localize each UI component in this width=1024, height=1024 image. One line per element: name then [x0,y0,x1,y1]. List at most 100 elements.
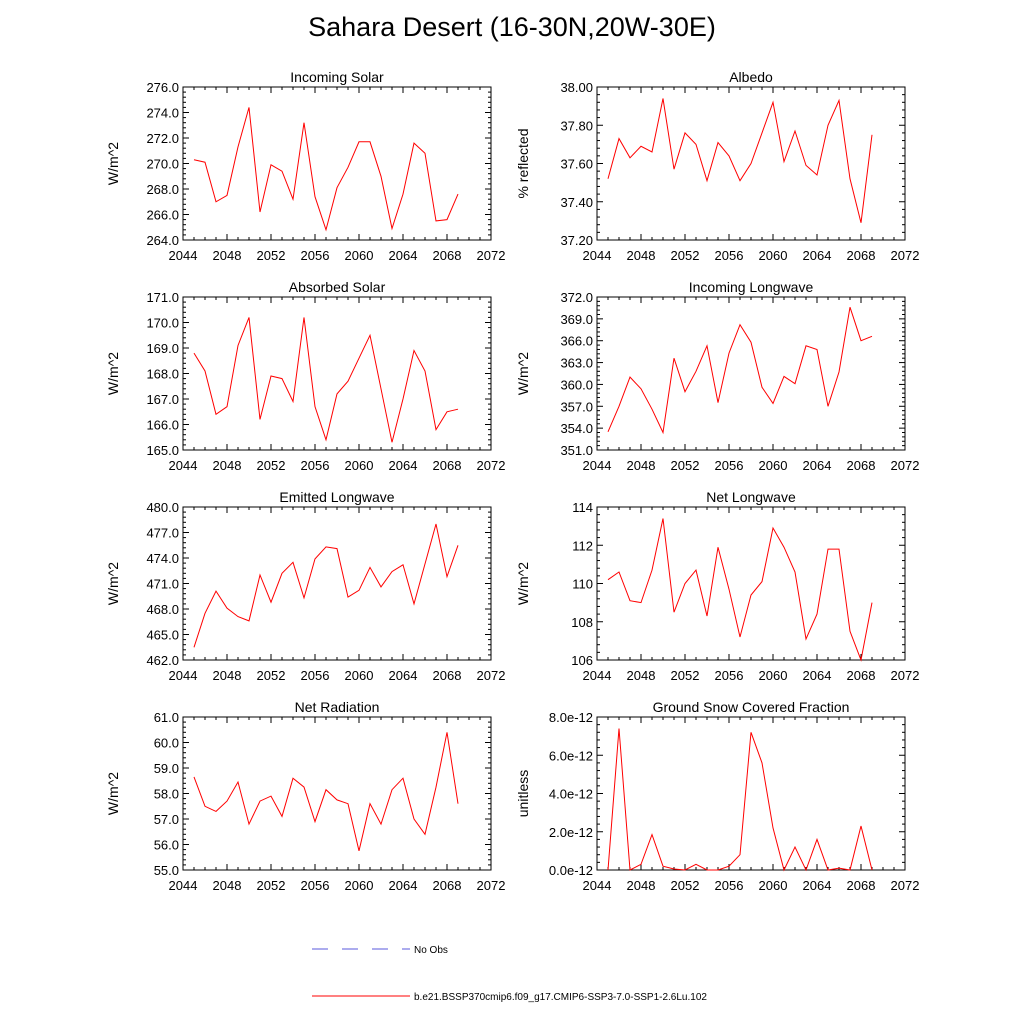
y-tick-label: 462.0 [146,653,179,668]
y-axis-label: W/m^2 [515,352,531,395]
y-tick-label: 360.0 [560,377,593,392]
series-line [607,98,873,223]
panel-title: Absorbed Solar [289,279,386,295]
y-tick-label: 166.0 [146,418,179,433]
x-tick-label: 2052 [257,248,286,263]
x-tick-label: 2072 [477,668,506,683]
x-tick-label: 2068 [847,878,876,893]
y-tick-label: 264.0 [146,233,179,248]
y-tick-label: 372.0 [560,290,593,305]
x-tick-label: 2048 [213,248,242,263]
x-tick-label: 2060 [759,878,788,893]
legend: No Obs b.e21.BSSP370cmip6.f09_g17.CMIP6-S… [312,945,707,1003]
panel-title: Ground Snow Covered Fraction [653,699,850,715]
x-tick-label: 2068 [433,878,462,893]
x-tick-label: 2072 [891,668,920,683]
x-tick-label: 2048 [627,668,656,683]
y-tick-label: 110 [572,577,593,592]
legend-label-no-obs: No Obs [414,945,448,956]
x-tick-label: 2044 [169,248,198,263]
series-line [193,523,459,648]
x-tick-label: 2044 [169,878,198,893]
y-tick-label: 171.0 [146,290,179,305]
y-tick-label: 59.0 [154,761,179,776]
figure-title: Sahara Desert (16-30N,20W-30E) [308,12,716,42]
x-tick-label: 2044 [583,878,612,893]
y-tick-label: 38.00 [560,80,593,95]
y-tick-label: 480.0 [146,500,179,515]
panel-title: Albedo [729,69,773,85]
y-tick-label: 165.0 [146,443,179,458]
panel-title: Emitted Longwave [279,489,394,505]
y-tick-label: 363.0 [560,356,593,371]
panel-ground-snow-covered-fraction: 2044 2048 2052 2056 2060 2064 2068 2072 0.0e-12 2… [515,699,919,893]
y-tick-label: 114 [572,500,593,515]
y-tick-label: 274.0 [146,106,179,121]
series-line [607,518,873,662]
y-tick-label: 37.80 [560,118,593,133]
y-tick-label: 369.0 [560,312,593,327]
x-tick-label: 2072 [477,458,506,473]
series-line [193,732,459,852]
x-tick-label: 2048 [213,458,242,473]
x-tick-label: 2052 [257,878,286,893]
y-tick-label: 276.0 [146,80,179,95]
x-tick-label: 2048 [627,458,656,473]
y-tick-label: 2.0e-12 [549,825,593,840]
y-tick-label: 61.0 [154,710,179,725]
x-tick-label: 2072 [891,458,920,473]
plot-frame [596,716,906,871]
x-tick-label: 2048 [213,668,242,683]
y-axis-label: W/m^2 [105,562,121,605]
x-tick-label: 2068 [847,458,876,473]
panel-net-radiation: 2044 2048 2052 2056 2060 2064 2068 2072 55.0 56.0… [105,699,505,893]
series-line [607,307,873,435]
panel-title: Net Radiation [295,699,380,715]
y-axis-label: W/m^2 [105,772,121,815]
plot-frame [182,86,492,241]
y-tick-label: 56.0 [154,838,179,853]
x-tick-label: 2060 [345,248,374,263]
x-tick-label: 2044 [583,458,612,473]
y-tick-label: 474.0 [146,551,179,566]
x-tick-label: 2064 [803,458,832,473]
plot-frame [596,506,906,661]
series-line [607,728,873,872]
y-tick-label: 468.0 [146,602,179,617]
panel-absorbed-solar: 2044 2048 2052 2056 2060 2064 2068 2072 165.0 166… [105,279,505,473]
x-tick-label: 2048 [213,878,242,893]
x-tick-label: 2056 [715,878,744,893]
y-tick-label: 106 [571,653,593,668]
x-tick-label: 2064 [803,248,832,263]
x-tick-label: 2060 [759,668,788,683]
x-tick-label: 2060 [759,458,788,473]
y-axis-label: W/m^2 [105,142,121,185]
series-line [193,317,459,443]
y-tick-label: 0.0e-12 [549,863,593,878]
x-tick-label: 2052 [671,458,700,473]
x-tick-label: 2064 [389,878,418,893]
x-tick-label: 2064 [389,248,418,263]
y-axis-label: unitless [515,770,531,817]
plot-frame [182,716,492,871]
x-tick-label: 2064 [803,668,832,683]
y-tick-label: 477.0 [146,526,179,541]
x-tick-label: 2056 [301,668,330,683]
y-tick-label: 108 [571,615,593,630]
x-tick-label: 2072 [891,878,920,893]
x-tick-label: 2052 [257,668,286,683]
y-tick-label: 266.0 [146,208,179,223]
panel-incoming-solar: 2044 2048 2052 2056 2060 2064 2068 2072 264.0 266… [105,69,505,263]
x-tick-label: 2044 [169,458,198,473]
x-tick-label: 2044 [583,248,612,263]
y-axis-label: W/m^2 [105,352,121,395]
x-tick-label: 2052 [671,668,700,683]
x-tick-label: 2072 [477,248,506,263]
legend-label-case: b.e21.BSSP370cmip6.f09_g17.CMIP6-SSP3-7.… [414,992,707,1003]
x-tick-label: 2064 [803,878,832,893]
y-tick-label: 465.0 [146,628,179,643]
x-tick-label: 2060 [759,248,788,263]
y-tick-label: 366.0 [560,334,593,349]
x-tick-label: 2056 [301,458,330,473]
